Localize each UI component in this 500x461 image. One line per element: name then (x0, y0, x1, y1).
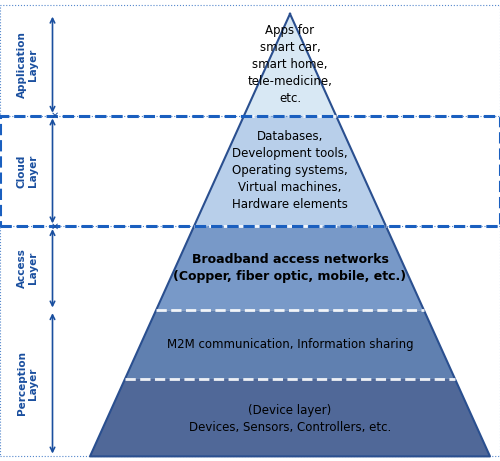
Text: Application
Layer: Application Layer (16, 31, 38, 98)
Text: Perception
Layer: Perception Layer (16, 351, 38, 415)
Text: Broadband access networks
(Copper, fiber optic, mobile, etc.): Broadband access networks (Copper, fiber… (174, 253, 406, 284)
Polygon shape (125, 310, 455, 379)
Polygon shape (194, 116, 386, 226)
Text: M2M communication, Information sharing: M2M communication, Information sharing (166, 338, 414, 351)
Text: (Device layer)
Devices, Sensors, Controllers, etc.: (Device layer) Devices, Sensors, Control… (189, 404, 391, 434)
Polygon shape (90, 379, 490, 456)
Polygon shape (244, 14, 336, 116)
Bar (0, 5, 500, 116)
Text: Apps for
smart car,
smart home,
tele-medicine,
etc.: Apps for smart car, smart home, tele-med… (248, 24, 332, 105)
Polygon shape (156, 226, 424, 310)
Bar (0, 116, 500, 226)
Text: ✕: ✕ (51, 221, 59, 231)
Bar (0, 226, 500, 456)
Text: Access
Layer: Access Layer (16, 248, 38, 288)
Text: Databases,
Development tools,
Operating systems,
Virtual machines,
Hardware elem: Databases, Development tools, Operating … (232, 130, 348, 212)
Text: ✕: ✕ (51, 111, 59, 121)
Text: Cloud
Layer: Cloud Layer (16, 154, 38, 188)
